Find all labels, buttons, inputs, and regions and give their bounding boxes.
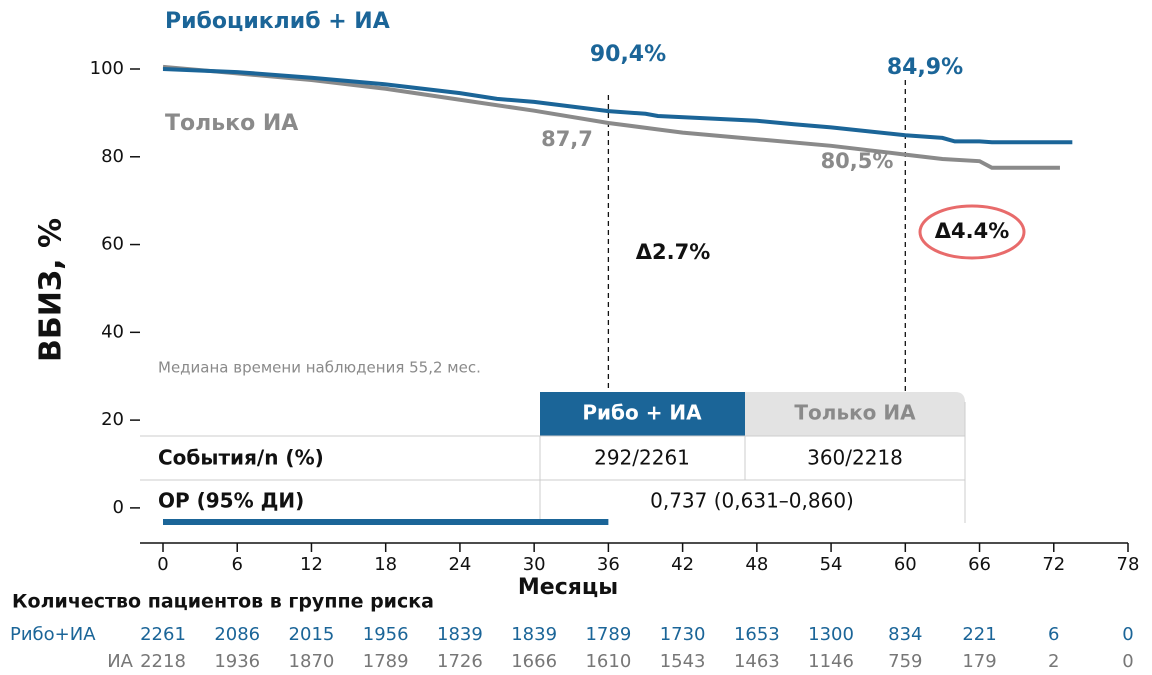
table-header-cell — [540, 392, 745, 436]
x-tick-label: 66 — [968, 554, 991, 575]
risk-row-label: ИА — [107, 651, 133, 672]
x-tick-label: 12 — [300, 554, 323, 575]
risk-count: 1956 — [363, 624, 409, 645]
risk-count: 2218 — [140, 651, 186, 672]
y-axis-label: ВБИЗ, % — [34, 218, 69, 362]
x-tick-label: 72 — [1042, 554, 1065, 575]
x-tick-label: 54 — [820, 554, 843, 575]
survival-curve — [162, 67, 1073, 145]
risk-count: 1463 — [734, 651, 780, 672]
risk-count: 1653 — [734, 624, 780, 645]
survival-curve — [162, 64, 1060, 170]
risk-count: 1839 — [511, 624, 557, 645]
x-axis-label: Месяцы — [518, 575, 618, 600]
table-cell: ОР (95% ДИ) — [158, 489, 304, 513]
risk-count: 834 — [888, 624, 922, 645]
y-tick-label: 0 — [113, 497, 124, 518]
risk-count: 221 — [962, 624, 996, 645]
y-tick-label: 20 — [101, 409, 124, 430]
series-label: Рибоциклиб + ИА — [165, 9, 390, 34]
risk-count: 1146 — [808, 651, 854, 672]
risk-table-title: Количество пациентов в группе риска — [12, 591, 434, 613]
risk-count: 0 — [1122, 651, 1133, 672]
risk-count: 1936 — [214, 651, 260, 672]
table-header: Только ИА — [794, 401, 916, 425]
risk-count: 1839 — [437, 624, 483, 645]
note: Медиана времени наблюдения 55,2 мес. — [158, 359, 481, 377]
x-tick-label: 18 — [374, 554, 397, 575]
annotation: Δ2.7% — [636, 240, 711, 264]
table-header: Рибо + ИА — [582, 401, 702, 425]
risk-count: 1543 — [660, 651, 706, 672]
risk-count: 1726 — [437, 651, 483, 672]
x-tick-label: 30 — [523, 554, 546, 575]
annotation: Δ4.4% — [935, 219, 1010, 243]
risk-count: 6 — [1048, 624, 1059, 645]
x-tick-label: 60 — [894, 554, 917, 575]
risk-count: 2086 — [214, 624, 260, 645]
risk-count: 2 — [1048, 651, 1059, 672]
x-tick-label: 48 — [745, 554, 768, 575]
table-header-cell — [745, 392, 965, 436]
risk-count: 2261 — [140, 624, 186, 645]
risk-count: 0 — [1122, 624, 1133, 645]
risk-row-label: Рибо+ИА — [10, 624, 96, 645]
table-cell: 360/2218 — [807, 446, 903, 470]
x-tick-label: 6 — [232, 554, 243, 575]
table-cell: События/n (%) — [158, 446, 324, 470]
table-cell: 0,737 (0,631–0,860) — [650, 489, 854, 513]
risk-count: 179 — [962, 651, 996, 672]
table: Рибо + ИА Только ИА События/n (%) 292/22… — [140, 392, 966, 523]
y-tick-label: 60 — [101, 234, 124, 255]
highlight-ellipse — [918, 204, 1026, 260]
annotation: 87,7 — [541, 127, 593, 151]
risk-count: 1610 — [585, 651, 631, 672]
x-tick-label: 0 — [157, 554, 168, 575]
risk-count: 2015 — [289, 624, 335, 645]
annotation: 90,4% — [590, 42, 666, 67]
x-tick-label: 36 — [597, 554, 620, 575]
y-tick-label: 100 — [90, 58, 124, 79]
x-tick-label: 24 — [448, 554, 471, 575]
annotation: 84,9% — [887, 55, 963, 80]
y-tick-label: 80 — [101, 146, 124, 167]
series-label: Только ИА — [165, 111, 298, 136]
x-tick-label: 42 — [671, 554, 694, 575]
risk-count: 1666 — [511, 651, 557, 672]
risk-count: 1870 — [289, 651, 335, 672]
risk-count: 1789 — [363, 651, 409, 672]
risk-count: 1789 — [585, 624, 631, 645]
risk-count: 759 — [888, 651, 922, 672]
y-tick-label: 40 — [101, 321, 124, 342]
table-cell: 292/2261 — [594, 446, 690, 470]
risk-count: 1300 — [808, 624, 854, 645]
risk-count: 1730 — [660, 624, 706, 645]
x-tick-label: 78 — [1117, 554, 1140, 575]
